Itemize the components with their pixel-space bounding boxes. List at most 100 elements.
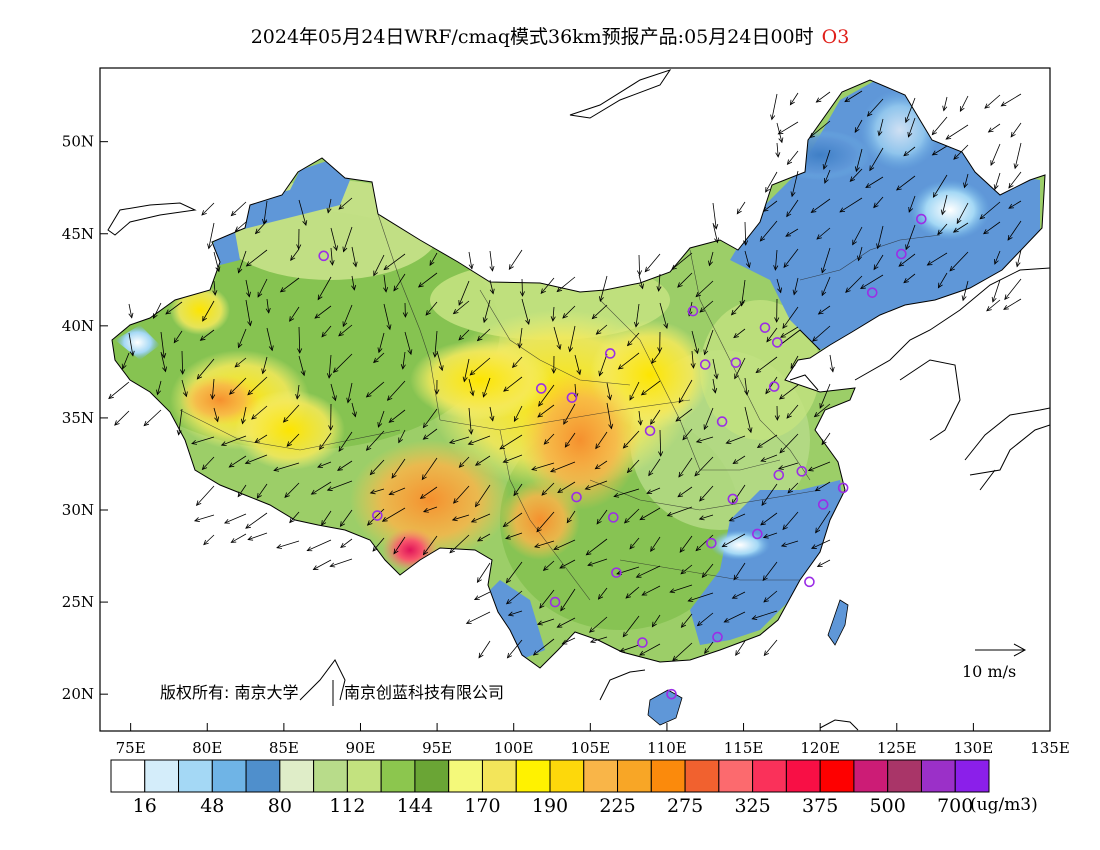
wind-arrowhead: [983, 229, 989, 235]
station-marker: [611, 567, 622, 578]
colorbar-tick-label: 48: [200, 795, 224, 817]
wind-vector: [819, 383, 831, 409]
wind-arrowhead: [821, 439, 827, 446]
wind-arrowhead: [821, 290, 827, 297]
wind-arrowhead: [539, 603, 545, 609]
wind-vector: [257, 278, 268, 298]
wind-arrowhead: [391, 472, 397, 479]
wind-vector: [298, 355, 305, 376]
wind-arrowhead: [777, 287, 783, 294]
wind-arrowhead: [780, 542, 787, 548]
wind-vector: [731, 484, 746, 505]
wind-vector: [677, 486, 693, 498]
wind-vector: [463, 358, 470, 382]
wind-arrowhead: [869, 165, 875, 172]
wind-vector: [589, 616, 608, 633]
wind-arrowhead: [473, 595, 480, 600]
wind-arrowhead: [452, 308, 459, 315]
wind-arrowhead: [623, 518, 630, 524]
coastlines: [107, 69, 1050, 731]
wind-arrowhead: [701, 572, 708, 578]
wind-arrowhead: [940, 209, 946, 216]
wind-vector: [229, 377, 247, 395]
wind-arrowhead: [626, 340, 633, 347]
wind-arrowhead: [639, 515, 646, 521]
wind-vector: [388, 409, 406, 423]
wind-vector: [541, 482, 555, 496]
wind-arrowhead: [945, 134, 952, 140]
wind-vector: [729, 513, 746, 522]
wind-vector: [173, 330, 183, 343]
wind-vector: [468, 378, 474, 396]
wind-vector: [791, 170, 799, 197]
wind-vector: [821, 276, 831, 296]
wind-vector: [553, 326, 561, 350]
wind-arrowhead: [987, 127, 994, 133]
wind-arrowhead: [703, 424, 709, 431]
wind-vector: [391, 458, 406, 479]
wind-arrowhead: [425, 310, 431, 316]
wind-vector: [521, 298, 530, 325]
wind-vector: [351, 402, 356, 417]
wind-arrowhead: [143, 420, 150, 427]
wind-vector: [587, 558, 608, 566]
wind-vector: [752, 610, 778, 620]
wind-vector: [927, 252, 948, 266]
wind-vector: [678, 379, 693, 403]
wind-arrowhead: [816, 562, 823, 567]
wind-vector: [712, 222, 718, 243]
wind-arrowhead: [810, 207, 817, 213]
wind-vector: [474, 591, 491, 600]
wind-vector: [744, 250, 750, 268]
wind-vector: [699, 300, 714, 313]
wind-vector: [328, 354, 332, 378]
wind-arrowhead: [961, 295, 967, 302]
wind-arrowhead: [180, 369, 186, 375]
monitoring-stations: [318, 213, 927, 700]
wind-vector: [477, 533, 491, 542]
wind-arrowhead: [451, 516, 458, 522]
wind-vector: [702, 563, 714, 578]
wind-vector: [618, 352, 640, 370]
wind-vector: [641, 585, 661, 596]
wind-arrowhead: [873, 202, 879, 209]
wind-vector: [313, 559, 332, 570]
wind-vector: [933, 174, 948, 198]
wind-vector: [744, 406, 752, 433]
wind-vector: [503, 376, 523, 392]
wind-vector: [157, 380, 162, 395]
wind-vector: [245, 299, 251, 326]
wind-arrowhead: [816, 234, 822, 240]
wind-vector: [731, 299, 746, 316]
wind-vector: [321, 510, 332, 526]
wind-arrowhead: [813, 411, 820, 418]
wind-arrowhead: [237, 267, 243, 274]
wind-vector: [650, 409, 661, 425]
wind-arrowhead: [377, 422, 383, 428]
wind-vector: [762, 561, 778, 581]
wind-vector: [290, 248, 300, 261]
wind-arrowhead: [419, 493, 426, 499]
wind-arrowhead: [332, 367, 339, 373]
wind-arrowhead: [669, 588, 676, 594]
wind-vector: [347, 382, 353, 403]
wind-vector: [658, 273, 661, 291]
wind-arrowhead: [400, 363, 406, 370]
wind-vector: [1001, 93, 1022, 107]
lat-label: 25N: [62, 593, 94, 611]
wind-vector: [953, 222, 969, 233]
lon-label: 95E: [422, 739, 452, 757]
wind-vector: [984, 94, 1001, 109]
wind-arrowhead: [489, 288, 495, 295]
lon-label: 85E: [269, 739, 299, 757]
wind-vector: [734, 357, 746, 379]
wind-vector: [559, 559, 576, 569]
wind-arrowhead: [388, 490, 395, 496]
wind-arrowhead: [786, 211, 792, 218]
wind-arrowhead: [898, 261, 905, 267]
wind-vector: [540, 277, 555, 294]
lon-label: 80E: [192, 739, 222, 757]
wind-vector: [793, 277, 799, 295]
wind-vector: [786, 404, 799, 419]
